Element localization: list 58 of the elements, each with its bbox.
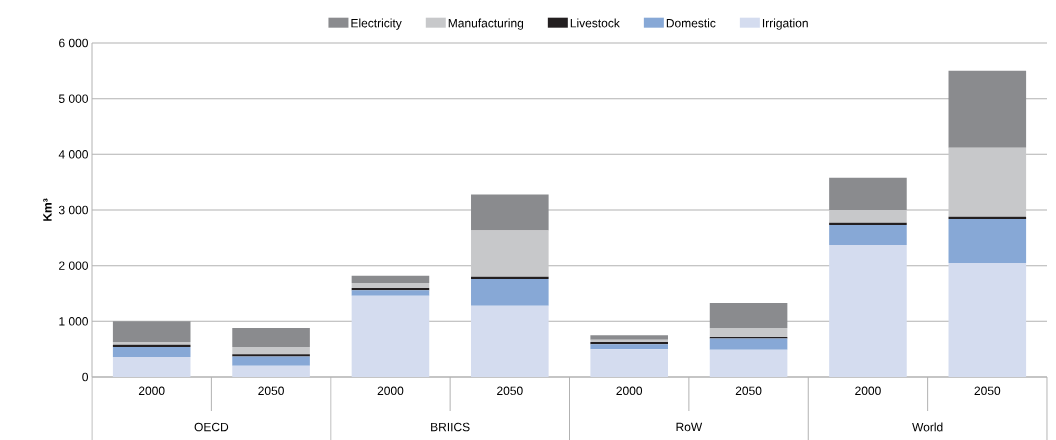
bar [829, 177, 907, 210]
y-tick-label: 6 000 [59, 38, 88, 48]
y-tick-label: 0 [82, 372, 89, 382]
bar [590, 349, 668, 377]
x-tick-label: 2050 [258, 386, 284, 396]
bar [471, 279, 549, 306]
bar [232, 356, 310, 366]
bar [351, 275, 430, 283]
bar [351, 295, 430, 377]
bar [112, 356, 191, 377]
bar [112, 321, 191, 342]
bar [471, 305, 549, 377]
x-tick-label: 2050 [497, 386, 523, 396]
y-tick-label: 4 000 [58, 150, 88, 159]
bar [829, 225, 907, 246]
legend-label: Electricity [351, 18, 402, 30]
bar [471, 230, 549, 277]
bar [232, 328, 310, 347]
legend-label: Irrigation [762, 18, 808, 30]
bar [709, 338, 788, 350]
bar [232, 354, 310, 357]
bar [948, 70, 1027, 148]
bar [709, 328, 788, 337]
bar [948, 262, 1027, 377]
x-tick-label: 2000 [855, 386, 881, 396]
y-tick-label: 5 000 [58, 94, 88, 103]
bar [351, 290, 430, 296]
bar [948, 147, 1027, 217]
bar [829, 210, 907, 223]
bar [471, 276, 549, 280]
legend-label: Domestic [666, 18, 716, 28]
bar [948, 218, 1027, 263]
bar [471, 194, 549, 231]
text: RoW [676, 422, 703, 432]
x-tick-label: 2050 [974, 386, 1001, 396]
bar [590, 335, 668, 340]
bar [232, 346, 310, 355]
bar [709, 302, 788, 329]
legend-label: Livestock [570, 18, 620, 28]
text: OECD [194, 422, 229, 432]
y-tick-label: 1 000 [59, 317, 88, 326]
y-tick-label: 3 000 [58, 205, 88, 215]
x-tick-label: 2000 [377, 386, 404, 396]
bar [351, 282, 430, 288]
x-tick-label: 2000 [616, 386, 643, 396]
bar [590, 344, 668, 350]
y-tick-label: 2 000 [59, 261, 88, 270]
text: BRIICS [431, 422, 470, 432]
x-tick-label: 2050 [735, 386, 762, 396]
y-axis-title: Km³ [43, 198, 52, 221]
legend-label: Manufacturing [448, 18, 524, 30]
bar [829, 245, 907, 377]
text: World [912, 422, 943, 432]
x-tick-label: 2000 [138, 386, 165, 396]
bar [232, 365, 310, 377]
bar [829, 222, 907, 226]
bar [112, 346, 191, 357]
bar [709, 349, 788, 377]
